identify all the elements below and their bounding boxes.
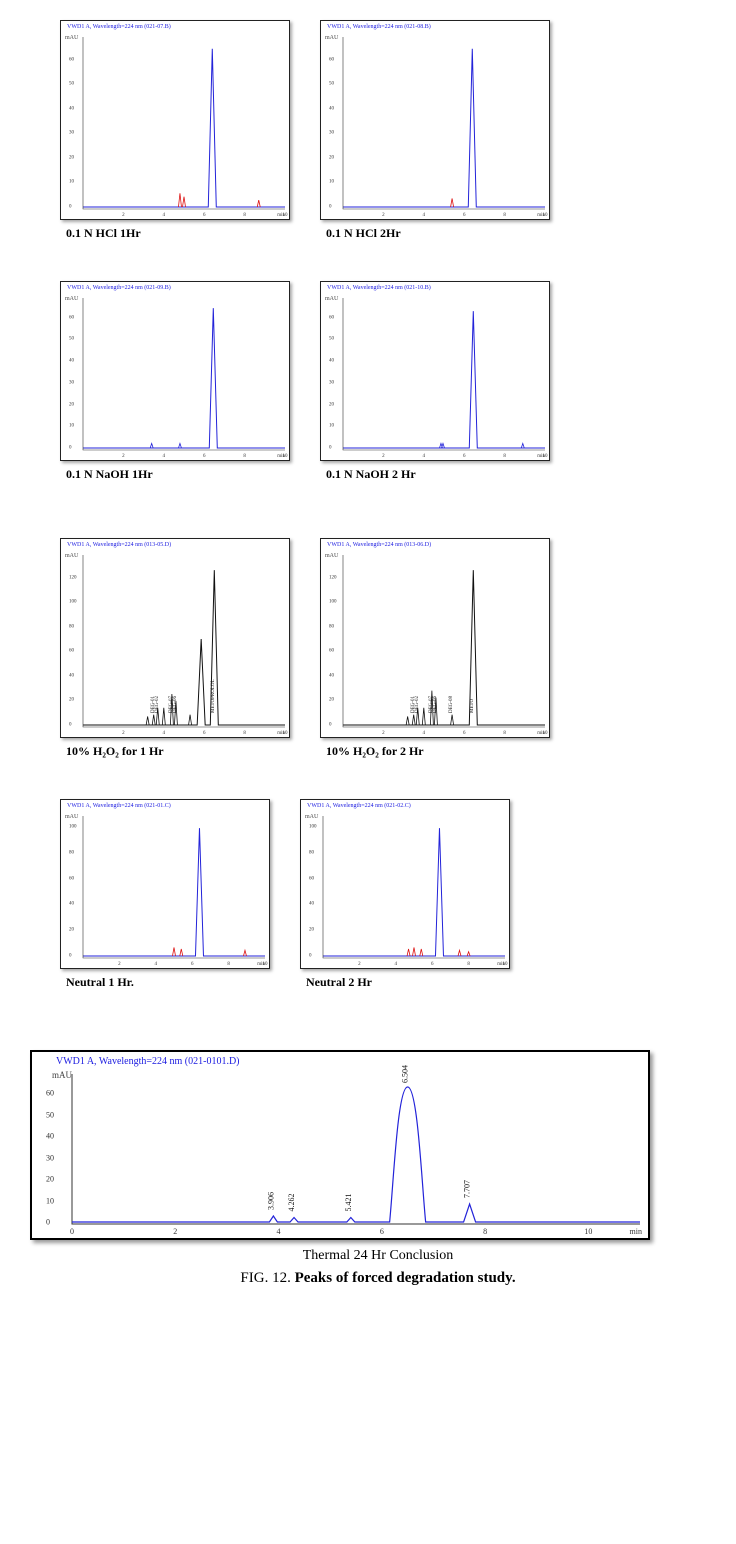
svg-text:7.707: 7.707 bbox=[463, 1180, 472, 1198]
chromatogram-panel: VWD1 A, Wavelength=224 nm (013-05.D)mAU0… bbox=[60, 538, 290, 759]
chart-row: VWD1 A, Wavelength=224 nm (021-01.C)mAU0… bbox=[60, 799, 696, 990]
svg-text:6.504: 6.504 bbox=[401, 1065, 410, 1083]
panel-caption: 10% H₂O₂ for 1 Hr bbox=[66, 744, 290, 759]
chromatogram-panel: VWD1 A, Wavelength=224 nm (021-01.C)mAU0… bbox=[60, 799, 270, 990]
chart-svg bbox=[301, 800, 510, 969]
chart-row: VWD1 A, Wavelength=224 nm (021-09.B)mAU0… bbox=[60, 281, 696, 482]
chromatogram-chart: VWD1 A, Wavelength=224 nm (021-08.B)mAU0… bbox=[320, 20, 550, 220]
chromatogram-chart: VWD1 A, Wavelength=224 nm (021-07.B)mAU0… bbox=[60, 20, 290, 220]
svg-text:5.421: 5.421 bbox=[344, 1194, 353, 1212]
chart-svg: 6.504 3.906 4.262 5.421 7.707 bbox=[32, 1052, 650, 1240]
panel-caption: 0.1 N HCl 1Hr bbox=[66, 226, 290, 241]
peak-label: DEG-02 bbox=[155, 696, 160, 713]
peak-label: DEG-08 bbox=[449, 696, 454, 713]
panel-caption: 0.1 N NaOH 2 Hr bbox=[326, 467, 550, 482]
chart-svg bbox=[321, 282, 550, 461]
panel-caption: Neutral 2 Hr bbox=[306, 975, 510, 990]
figure-number: FIG. 12. bbox=[240, 1270, 290, 1286]
peak-label: DEG-06 bbox=[433, 696, 438, 713]
chromatogram-chart-wide: VWD1 A, Wavelength=224 nm (021-0101.D)mA… bbox=[30, 1050, 650, 1240]
peak-label: DEG-06 bbox=[173, 696, 178, 713]
chromatogram-chart: VWD1 A, Wavelength=224 nm (021-10.B)mAU0… bbox=[320, 281, 550, 461]
chromatogram-chart: VWD1 A, Wavelength=224 nm (021-02.C)mAU0… bbox=[300, 799, 510, 969]
chromatogram-panel: VWD1 A, Wavelength=224 nm (021-07.B)mAU0… bbox=[60, 20, 290, 241]
chromatogram-panel: VWD1 A, Wavelength=224 nm (021-02.C)mAU0… bbox=[300, 799, 510, 990]
svg-text:4.262: 4.262 bbox=[287, 1194, 296, 1212]
chart-svg bbox=[61, 800, 270, 969]
panel-caption: 0.1 N NaOH 1Hr bbox=[66, 467, 290, 482]
peak-label: METO bbox=[470, 699, 475, 713]
figure-text: Peaks of forced degradation study. bbox=[295, 1270, 516, 1286]
figure-title: FIG. 12. Peaks of forced degradation stu… bbox=[60, 1270, 696, 1287]
thermal-caption: Thermal 24 Hr Conclusion bbox=[60, 1248, 696, 1264]
chromatogram-panel: VWD1 A, Wavelength=224 nm (021-09.B)mAU0… bbox=[60, 281, 290, 482]
chromatogram-panel: VWD1 A, Wavelength=224 nm (013-06.D)mAU0… bbox=[320, 538, 550, 759]
chromatogram-chart: VWD1 A, Wavelength=224 nm (021-01.C)mAU0… bbox=[60, 799, 270, 969]
chromatogram-chart: VWD1 A, Wavelength=224 nm (013-06.D)mAU0… bbox=[320, 538, 550, 738]
chart-svg bbox=[61, 282, 290, 461]
peak-label: METOPROLOL bbox=[211, 679, 216, 713]
chromatogram-chart: VWD1 A, Wavelength=224 nm (021-09.B)mAU0… bbox=[60, 281, 290, 461]
chart-svg bbox=[61, 21, 290, 220]
chart-svg bbox=[321, 21, 550, 220]
peak-label: DEG-02 bbox=[415, 696, 420, 713]
panel-caption: 0.1 N HCl 2Hr bbox=[326, 226, 550, 241]
chromatogram-chart: VWD1 A, Wavelength=224 nm (013-05.D)mAU0… bbox=[60, 538, 290, 738]
chromatogram-panel: VWD1 A, Wavelength=224 nm (021-10.B)mAU0… bbox=[320, 281, 550, 482]
chart-row: VWD1 A, Wavelength=224 nm (013-05.D)mAU0… bbox=[60, 538, 696, 759]
chart-row: VWD1 A, Wavelength=224 nm (021-07.B)mAU0… bbox=[60, 20, 696, 241]
panel-caption: 10% H₂O₂ for 2 Hr bbox=[326, 744, 550, 759]
svg-text:3.906: 3.906 bbox=[266, 1192, 275, 1210]
panel-caption: Neutral 1 Hr. bbox=[66, 975, 270, 990]
chromatogram-panel: VWD1 A, Wavelength=224 nm (021-08.B)mAU0… bbox=[320, 20, 550, 241]
